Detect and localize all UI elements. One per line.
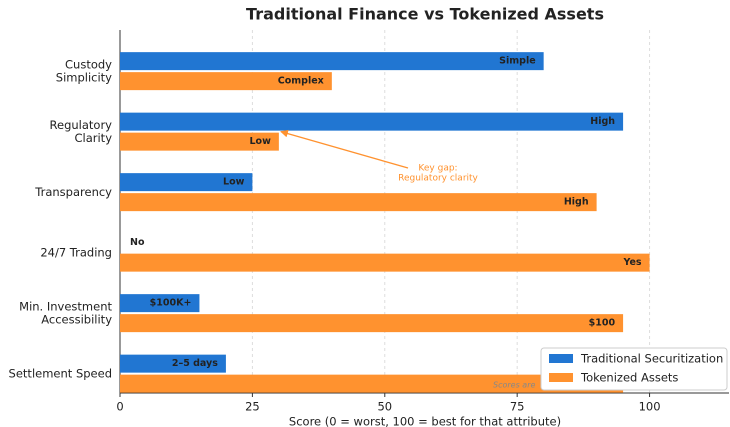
bar [120, 72, 332, 91]
value-label: Low [223, 177, 245, 188]
x-tick-label: 25 [245, 400, 260, 414]
y-tick-label: Regulatory Clarity [50, 118, 113, 145]
annotation: Regulatory clarity [398, 174, 478, 184]
value-label: Complex [278, 76, 324, 87]
bar [120, 112, 624, 131]
legend-swatch [549, 373, 573, 382]
bar [120, 253, 650, 272]
x-tick-label: 100 [639, 400, 661, 414]
x-tick-label: 75 [510, 400, 525, 414]
value-label: $100 [589, 318, 616, 329]
legend-label: Tokenized Assets [580, 371, 678, 385]
bar [120, 52, 544, 71]
value-label: Low [250, 136, 272, 147]
value-label: $100K+ [150, 298, 192, 309]
value-label: 2–5 days [172, 358, 218, 369]
y-tick-label: Settlement Speed [9, 366, 112, 380]
bar [120, 132, 279, 151]
bar [120, 354, 226, 373]
y-tick-label: 24/7 Trading [40, 245, 112, 259]
bar [120, 193, 597, 212]
bar [120, 173, 253, 192]
legend-box [540, 347, 728, 391]
chart-title: Traditional Finance vs Tokenized Assets [246, 5, 604, 24]
x-tick-label: 50 [377, 400, 392, 414]
y-tick-label: Transparency [34, 185, 112, 199]
x-tick-label: 0 [116, 400, 123, 414]
annotation-arrow [280, 129, 409, 169]
value-label: Yes [622, 257, 641, 268]
annotation: Key gap: [418, 164, 457, 174]
note: Scores are [493, 381, 535, 390]
bar [120, 314, 624, 333]
legend-swatch [549, 354, 573, 363]
x-axis-label: Score (0 = worst, 100 = best for that at… [289, 415, 561, 427]
value-label: Simple [499, 56, 536, 67]
y-tick-label: Custody Simplicity [56, 57, 112, 84]
legend-label: Traditional Securitization [580, 352, 723, 366]
legend: Traditional Securitization Tokenized Asse… [540, 347, 728, 391]
value-label: High [590, 116, 615, 127]
bar [120, 374, 624, 393]
bar [120, 294, 200, 313]
y-tick-label: Min. Investment Accessibility [19, 299, 112, 326]
value-label: High [564, 197, 589, 208]
value-label: No [130, 237, 145, 248]
